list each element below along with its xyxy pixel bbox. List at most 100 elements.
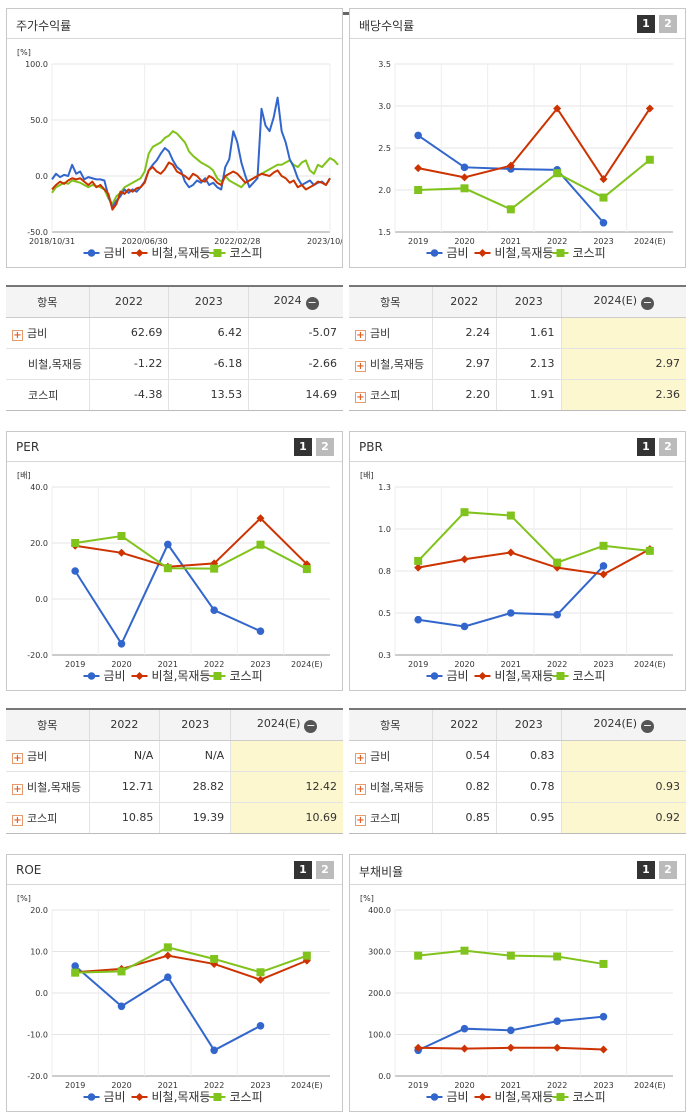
x-tick-label: 2019 [65, 1081, 85, 1090]
page-button-2[interactable]: 2 [316, 438, 334, 456]
series-line [418, 565, 605, 628]
unit-label: [배] [17, 471, 31, 480]
data-point [599, 959, 608, 968]
series-line [417, 548, 651, 576]
expand-plus-icon[interactable]: + [12, 783, 23, 795]
page-button-2[interactable]: 2 [316, 861, 334, 879]
expand-plus-icon[interactable]: + [355, 360, 366, 372]
collapse-minus-icon[interactable]: − [305, 295, 319, 310]
page-button-2[interactable]: 2 [659, 15, 677, 33]
stock-return-panel: 주가수익률 [%] 100.0 50.0 0.0 -50.0 2018/10/31 2020… [6, 8, 343, 268]
data-point [430, 249, 439, 257]
data-point [117, 548, 126, 557]
x-tick-label: 2023 [250, 1081, 270, 1090]
column-header: 2022 [431, 710, 497, 741]
page-button-1[interactable]: 1 [294, 861, 312, 879]
expand-plus-icon[interactable]: + [12, 814, 23, 826]
table-cell: 12.42 [230, 771, 343, 803]
expand-plus-icon[interactable]: + [355, 752, 366, 764]
expand-plus-icon[interactable]: + [355, 391, 366, 403]
x-tick-label: 2020 [454, 660, 474, 669]
page-button-2[interactable]: 2 [659, 438, 677, 456]
table-cell: 0.93 [560, 771, 686, 803]
table-cell: 0.92 [560, 802, 686, 833]
data-point [460, 508, 469, 517]
table-cell: -2.66 [248, 348, 343, 380]
page-button-1[interactable]: 1 [637, 861, 655, 879]
table-cell: 19.39 [159, 802, 231, 833]
data-point [87, 672, 96, 680]
data-point [164, 540, 172, 549]
expand-plus-icon[interactable]: + [355, 783, 366, 795]
column-header: 항목 [6, 710, 89, 741]
page-button-1[interactable]: 1 [637, 438, 655, 456]
data-point [506, 548, 515, 557]
stock-return-table: 항목 2022 2023 2024− + 금비 62.69 6.42 -5.07 비철,목재등 -1… [6, 285, 343, 411]
column-header-label: 항목 [37, 718, 58, 732]
data-table: 항목 2022 2023 2024(E) − + 금비 N/A N/A + 비철,목재등 12.71 2… [6, 710, 343, 833]
data-point [213, 249, 222, 257]
table-cell: 0.95 [496, 802, 561, 833]
table-row: + 금비 N/A N/A [6, 740, 343, 772]
x-tick-label: 2023 [250, 660, 270, 669]
collapse-minus-icon[interactable]: − [641, 295, 655, 310]
expand-plus-icon[interactable]: + [12, 329, 23, 341]
y-tick-label: 0.3 [378, 651, 391, 660]
x-tick-label: 2023 [593, 660, 613, 669]
data-point [478, 672, 487, 680]
page-button-1[interactable]: 1 [637, 15, 655, 33]
data-point [117, 1002, 126, 1011]
legend-label: 비철,목재등 [152, 669, 211, 683]
row-label: 금비 [27, 326, 48, 340]
column-header-label: 2023 [514, 718, 543, 732]
row-label: 코스피 [370, 811, 401, 825]
roe-chart: [%] 20.0 10.0 0.0 -10.0 -20.0 2019 2020 2021 2022… [17, 894, 330, 1104]
data-point [506, 1043, 515, 1052]
debt-ratio-panel: 부채비율 1 2 [%] 400.0 300.0 200.0 100.0 0.0 2019 2… [349, 854, 686, 1112]
data-point [210, 564, 219, 573]
dividend-chart: 3.5 3.0 2.5 2.0 1.5 2019 2020 2021 2022 2023 2024(… [378, 60, 673, 260]
column-header-label: 2024(E) [593, 716, 638, 730]
y-tick-label: 100.0 [25, 60, 48, 69]
table-cell: 0.85 [431, 802, 497, 833]
data-point [414, 951, 423, 960]
table-cell: 6.42 [168, 317, 249, 349]
expand-plus-icon[interactable]: + [355, 329, 366, 341]
page-button-2[interactable]: 2 [659, 861, 677, 879]
per-table: 항목 2022 2023 2024(E) − + 금비 N/A N/A + 비철,목재등 12.71 2… [6, 708, 343, 834]
data-point [256, 968, 265, 977]
data-point [164, 973, 172, 982]
column-header: 2022 [88, 287, 169, 318]
column-header: 2023 [168, 287, 249, 318]
collapse-minus-icon[interactable]: − [304, 718, 318, 733]
data-point [414, 556, 423, 565]
y-tick-label: 20.0 [30, 906, 48, 915]
page-button-1[interactable]: 1 [294, 438, 312, 456]
series-line [51, 96, 331, 209]
x-tick-label: 2021 [501, 237, 521, 246]
y-tick-label: 10.0 [30, 948, 48, 957]
y-tick-label: 0.0 [35, 989, 48, 998]
row-header: + 금비 [349, 317, 432, 349]
table-row: + 코스피 10.85 19.39 10.69 [6, 802, 343, 833]
data-point [553, 104, 562, 113]
y-tick-label: 400.0 [368, 906, 391, 915]
data-point [506, 205, 515, 214]
expand-plus-icon[interactable]: + [355, 814, 366, 826]
legend-label: 금비 [104, 246, 126, 260]
panel-header: ROE 1 2 [7, 855, 342, 885]
table-cell: 0.83 [496, 740, 561, 772]
panel-header: PBR 1 2 [350, 432, 685, 462]
data-point [460, 173, 469, 182]
column-header-label: 2024(E) [593, 293, 638, 307]
x-tick-label: 2019 [408, 237, 428, 246]
panel-title: 부채비율 [359, 865, 404, 879]
expand-plus-icon[interactable]: + [12, 752, 23, 764]
collapse-minus-icon[interactable]: − [641, 718, 655, 733]
series-line [417, 106, 651, 181]
x-tick-label: 2022 [204, 660, 224, 669]
y-tick-label: 0.5 [378, 609, 391, 618]
column-header: 2023 [496, 710, 561, 741]
row-label: 금비 [27, 749, 48, 763]
